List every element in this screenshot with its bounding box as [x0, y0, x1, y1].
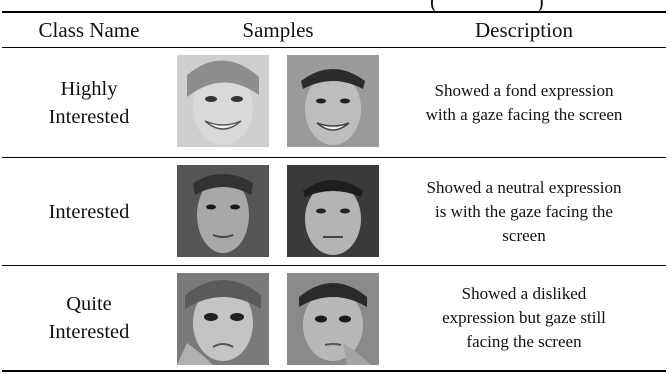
sample-photo-row-3-left — [177, 273, 269, 365]
class-name-row-3: Quite Interested — [48, 293, 130, 343]
header-class-name: Class Name — [38, 17, 140, 42]
sample-photo-row-1-left — [177, 55, 269, 147]
header-description: Description — [475, 17, 573, 42]
sample-photo-row-2-right — [287, 165, 379, 257]
table-caption-fragment: ( ) — [430, 0, 544, 13]
description-row-1: Showed a fond expression with a gaze fac… — [425, 80, 623, 124]
sample-photo-row-1-right — [287, 55, 379, 147]
header-rule — [2, 47, 666, 48]
sample-photo-row-3-right — [287, 273, 379, 365]
description-row-3: Showed a disliked expression but gaze st… — [442, 284, 606, 351]
row-1-rule — [2, 157, 666, 158]
sample-photo-row-2-left — [177, 165, 269, 257]
class-name-row-1: Highly Interested — [48, 77, 130, 128]
bottom-rule — [2, 370, 666, 372]
top-rule — [2, 11, 666, 13]
header-samples: Samples — [242, 17, 314, 42]
class-name-row-2: Interested — [48, 200, 130, 223]
row-2-rule — [2, 265, 666, 266]
description-row-2: Showed a neutral expression is with the … — [426, 177, 622, 245]
